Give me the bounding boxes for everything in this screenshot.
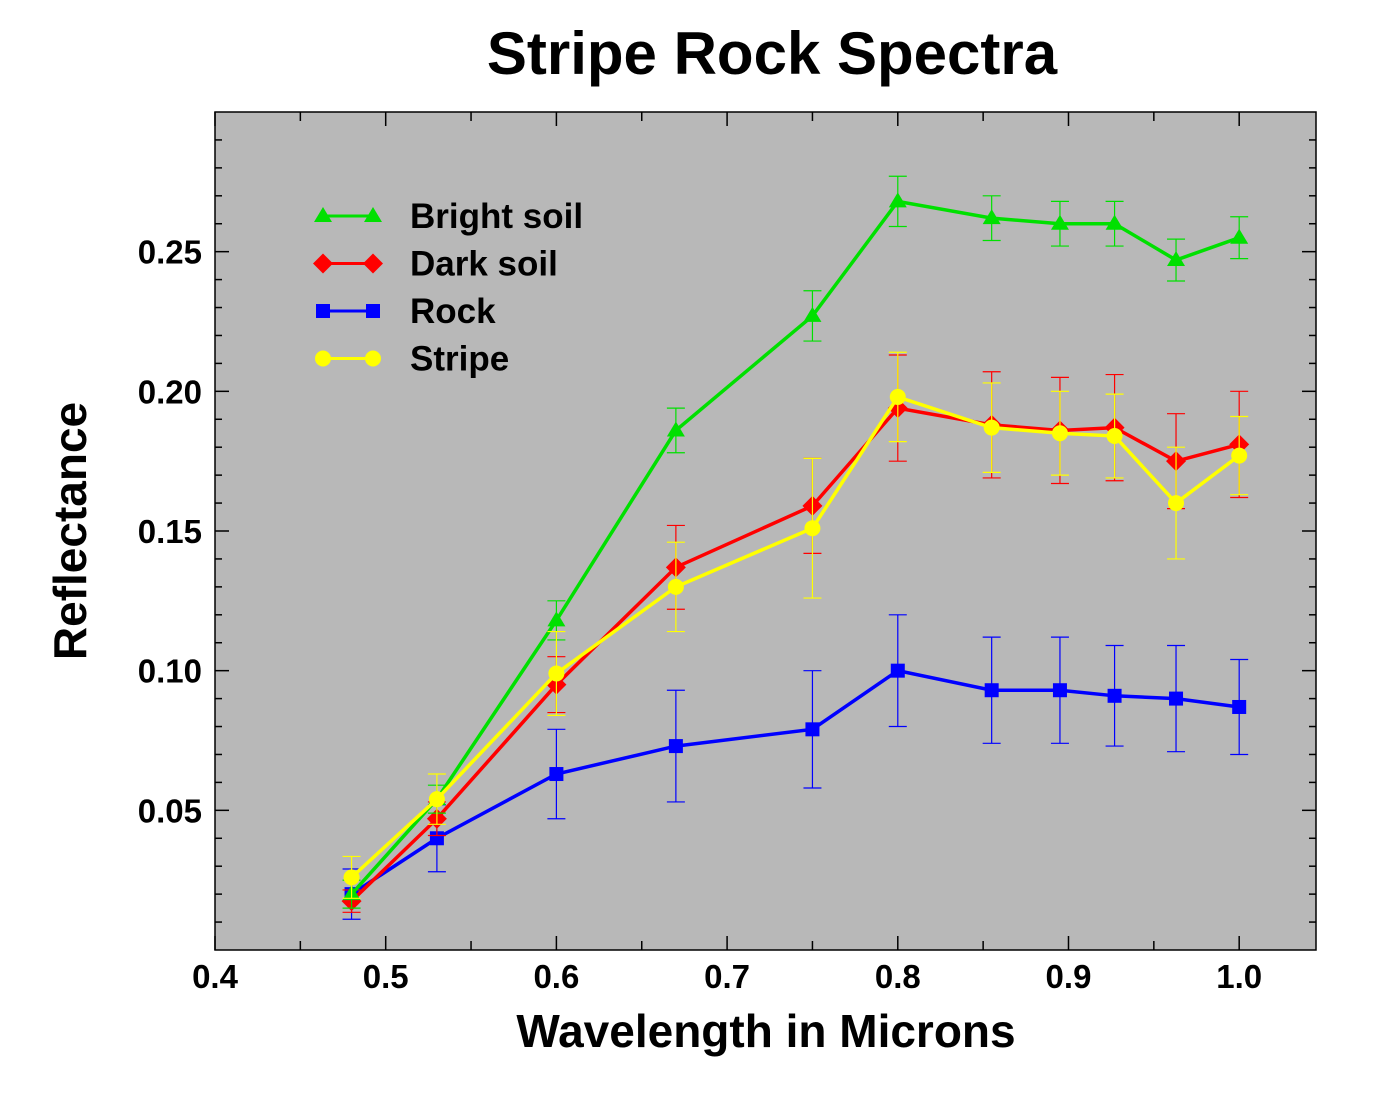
marker-square [366,304,380,318]
marker-triangle [888,192,907,208]
chart-title: Stripe Rock Spectra [487,20,1058,87]
marker-diamond [313,253,333,274]
legend-label: Stripe [410,340,509,379]
marker-circle [1051,425,1068,442]
marker-square [1232,699,1247,714]
x-tick-label: 0.8 [875,958,921,995]
y-tick-label: 0.15 [138,513,202,550]
marker-triangle [982,209,1001,225]
x-tick-label: 0.4 [192,958,239,995]
x-tick-label: 0.5 [363,958,409,995]
marker-triangle [1167,251,1186,267]
plot-area [214,111,1317,951]
x-tick-label: 1.0 [1216,958,1262,995]
x-tick-label: 0.9 [1046,958,1092,995]
marker-circle [343,869,360,886]
y-tick-label: 0.10 [138,653,202,690]
marker-square [1052,683,1067,698]
x-tick-label: 0.7 [704,958,750,995]
marker-triangle [803,306,822,322]
marker-triangle [1105,214,1124,230]
marker-circle [1106,428,1123,445]
marker-square [805,722,820,737]
marker-square [984,683,999,698]
marker-circle [428,791,445,808]
marker-square [890,663,905,678]
marker-triangle [364,207,382,222]
x-axis-label: Wavelength in Microns [516,1005,1015,1057]
marker-circle [983,419,1000,436]
legend-item: Rock [316,292,496,331]
marker-triangle [1050,214,1069,230]
marker-triangle [314,207,332,222]
legend-label: Dark soil [410,245,558,284]
marker-square [668,739,683,754]
legend-label: Bright soil [410,197,583,236]
marker-square [429,831,444,846]
marker-triangle [666,421,685,437]
legend-label: Rock [410,292,496,331]
marker-square [1169,691,1184,706]
series-stripe [342,351,1249,899]
marker-circle [315,350,331,367]
marker-circle [1231,447,1248,464]
legend-item: Bright soil [314,197,583,236]
y-axis-label: Reflectance [44,402,96,660]
marker-square [1107,688,1122,703]
marker-square [549,767,564,782]
marker-triangle [1230,228,1249,244]
marker-circle [804,520,821,537]
y-tick-label: 0.25 [138,234,202,271]
marker-triangle [547,611,566,627]
marker-circle [548,665,565,682]
marker-circle [667,578,684,595]
marker-circle [365,350,381,367]
y-tick-label: 0.20 [138,373,202,410]
marker-diamond [363,253,383,274]
legend-item: Dark soil [313,245,558,284]
marker-circle [889,388,906,405]
y-tick-label: 0.05 [138,792,202,829]
marker-square [316,304,330,318]
legend-item: Stripe [315,340,509,379]
x-tick-label: 0.6 [533,958,579,995]
marker-circle [1168,495,1185,512]
